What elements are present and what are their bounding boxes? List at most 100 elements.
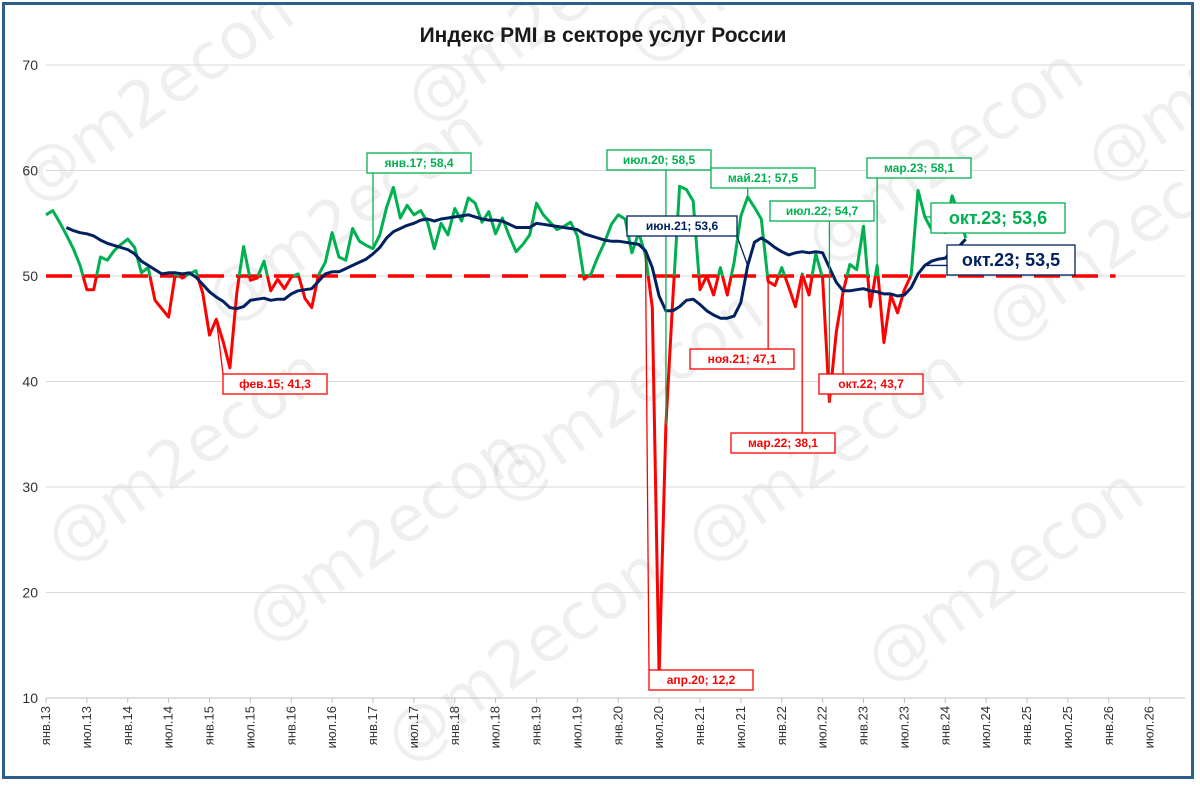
pmi-chart: @m2econ@m2econ@m2econ@m2econ@m2econ@m2ec… — [5, 5, 1191, 776]
annotation-label: фев.15; 41,3 — [239, 377, 311, 391]
pmi-line-above-50 — [256, 259, 269, 277]
pmi-line-above-50 — [95, 237, 152, 277]
pmi-line-above-50 — [237, 245, 251, 277]
y-tick-label: 40 — [22, 374, 38, 390]
annotation-label: окт.23; 53,6 — [949, 208, 1047, 228]
pmi-line-above-50 — [873, 263, 880, 277]
pmi-line-below-50 — [766, 275, 780, 287]
x-tick-label: июл.15 — [242, 706, 257, 748]
chart-title: Индекс PMI в секторе услуг России — [420, 24, 787, 47]
x-tick-label: янв.26 — [1101, 706, 1116, 745]
y-tick-label: 50 — [22, 268, 38, 284]
x-tick-label: янв.25 — [1019, 706, 1034, 745]
annotation-label: апр.20; 12,2 — [667, 673, 736, 687]
annotation-connector — [736, 235, 749, 266]
x-tick-label: янв.23 — [856, 706, 871, 745]
x-tick-label: янв.18 — [447, 706, 462, 745]
pmi-line-below-50 — [820, 275, 849, 403]
x-tick-label: янв.22 — [774, 706, 789, 745]
x-tick-label: янв.24 — [937, 706, 952, 745]
annotation-box — [818, 373, 924, 395]
series-layer — [45, 184, 968, 677]
pmi-line-below-50 — [646, 275, 676, 677]
annotation-label: окт.22; 43,7 — [838, 377, 904, 391]
x-tick-label: июл.22 — [815, 706, 830, 748]
annotation-label: мар.23; 58,1 — [884, 161, 954, 175]
y-tick-label: 10 — [22, 690, 38, 706]
moving-average-line — [65, 213, 967, 320]
annotation-label: июл.22; 54,7 — [786, 204, 859, 218]
x-tick-label: янв.15 — [202, 706, 217, 745]
watermark-text: @m2econ — [32, 333, 338, 578]
y-tick-label: 60 — [22, 163, 38, 179]
pmi-line-below-50 — [866, 275, 877, 309]
annotation-box — [689, 348, 795, 370]
x-tick-label: янв.13 — [38, 706, 53, 745]
pmi-line-below-50 — [248, 275, 260, 282]
annotation-label: июн.21; 53,6 — [646, 219, 719, 233]
annotation-box — [626, 215, 738, 237]
watermark-layer: @m2econ@m2econ@m2econ@m2econ@m2econ@m2ec… — [5, 5, 1191, 776]
annotation-label: мар.22; 38,1 — [748, 436, 818, 450]
pmi-line-below-50 — [721, 275, 733, 297]
annotation-box — [710, 167, 816, 189]
x-tick-label: июл.21 — [733, 706, 748, 748]
x-tick-label: июл.19 — [569, 706, 584, 748]
pmi-line-above-50 — [729, 195, 769, 277]
pmi-line-below-50 — [801, 275, 814, 297]
pmi-line-below-50 — [178, 274, 187, 280]
pmi-line-below-50 — [705, 275, 720, 297]
x-tick-label: июл.20 — [651, 706, 666, 748]
pmi-line-below-50 — [148, 275, 177, 319]
annotation-label: май.21; 57,5 — [728, 171, 798, 185]
x-tick-label: июл.26 — [1142, 706, 1157, 748]
pmi-line-below-50 — [81, 275, 98, 292]
annotation-connector — [644, 254, 650, 671]
x-tick-label: янв.21 — [692, 706, 707, 745]
pmi-line-below-50 — [265, 274, 295, 293]
y-tick-label: 20 — [22, 585, 38, 601]
pmi-line-below-50 — [297, 275, 320, 310]
x-tick-label: июл.18 — [488, 706, 503, 748]
watermark-text: @m2econ — [852, 453, 1158, 698]
pmi-line-below-50 — [697, 275, 709, 292]
annotations-layer: янв.17; 58,4 фев.15; 41,3 июл.20; 58,5 апр.… — [215, 149, 1076, 691]
annotation-box — [648, 669, 754, 691]
x-tick-label: янв.17 — [365, 706, 380, 745]
pmi-line-below-50 — [582, 274, 590, 281]
annotation-label: янв.17; 58,4 — [385, 156, 454, 170]
annotation-box — [946, 244, 1076, 276]
y-tick-label: 70 — [22, 57, 38, 73]
annotation-box — [769, 200, 875, 222]
annotation-box — [866, 157, 972, 179]
pmi-line-below-50 — [876, 275, 913, 344]
x-tick-label: июл.13 — [79, 706, 94, 748]
pmi-line-above-50 — [45, 209, 85, 277]
annotation-box — [606, 149, 712, 171]
x-tick-label: июл.25 — [1060, 706, 1075, 748]
x-tick-label: июл.14 — [161, 706, 176, 748]
x-tick-label: янв.16 — [283, 706, 298, 745]
pmi-line-above-50 — [716, 266, 724, 277]
pmi-line-above-50 — [292, 272, 301, 278]
watermark-text: @m2econ — [5, 5, 307, 218]
annotation-label: окт.23; 53,5 — [962, 250, 1060, 270]
pmi-line-above-50 — [810, 252, 824, 277]
x-tick-label: июл.23 — [896, 706, 911, 748]
axes-layer: 10 20 30 40 50 60 70 янв.13 июл.13 янв.14 июл.14 ян… — [22, 57, 1185, 748]
annotation-label: ноя.21; 47,1 — [708, 352, 777, 366]
x-tick-label: янв.20 — [610, 706, 625, 745]
annotation-connector — [215, 319, 224, 375]
pmi-line-above-50 — [184, 269, 199, 278]
pmi-line-above-50 — [316, 185, 586, 277]
annotation-label: июл.20; 58,5 — [623, 153, 696, 167]
pmi-line-above-50 — [777, 266, 787, 277]
annotation-box — [730, 432, 836, 454]
annotation-box — [222, 373, 328, 395]
x-tick-label: июл.16 — [324, 706, 339, 748]
pmi-line-below-50 — [196, 275, 241, 370]
x-tick-label: янв.14 — [120, 706, 135, 745]
x-tick-label: янв.19 — [529, 706, 544, 745]
y-tick-label: 30 — [22, 479, 38, 495]
